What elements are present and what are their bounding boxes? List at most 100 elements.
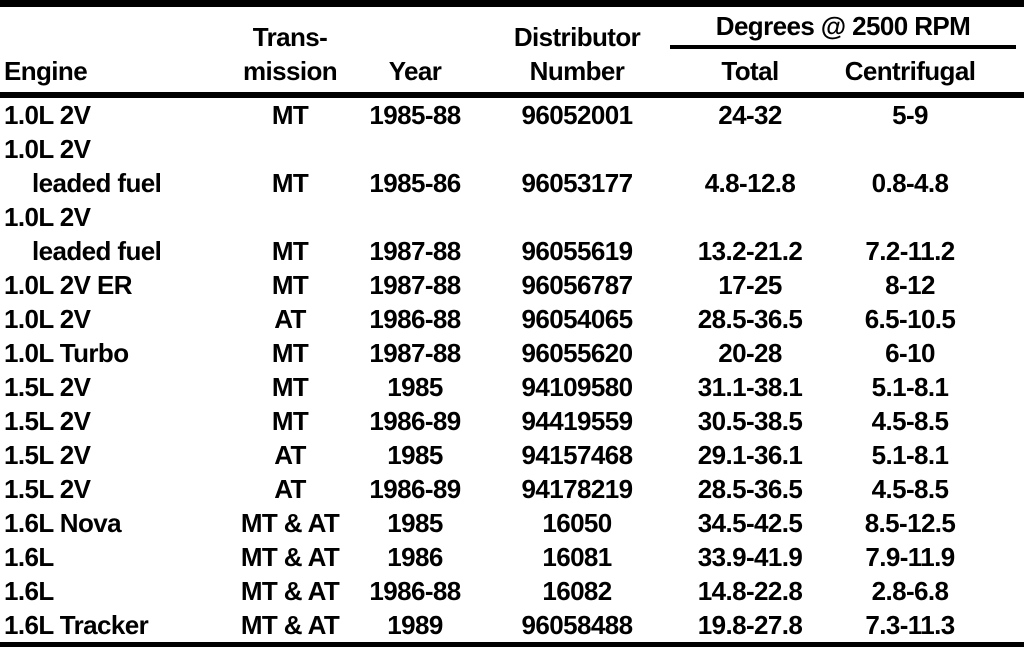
table-row: 1.0L 2V ER MT 1987-88 96056787 17-25 8-1… — [0, 268, 1024, 302]
cell-centrifugal-degrees: 4.5-8.5 — [871, 473, 949, 504]
cell-distributor-number: 96054065 — [521, 303, 633, 334]
cell-engine: 1.0L 2V — [0, 302, 220, 336]
cell-year: 1987-88 — [369, 235, 461, 266]
table-row: 1.0L 2V MT 1985-88 96052001 24-32 5-9 — [0, 95, 1024, 132]
engine-name: 1.5L 2V — [4, 473, 91, 504]
column-header-engine-spacer — [0, 4, 220, 54]
table-row: 1.0L 2V leaded fuel MT 1987-88 96055619 … — [0, 200, 1024, 268]
engine-fuel-note: leaded fuel — [32, 167, 162, 198]
column-group-header-degrees: Degrees @ 2500 RPM — [670, 4, 1024, 54]
cell-year: 1987-88 — [369, 337, 461, 368]
engine-name: 1.5L 2V — [4, 405, 91, 436]
table-row: 1.0L 2V leaded fuel MT 1985-86 96053177 … — [0, 132, 1024, 200]
cell-transmission: MT & AT — [240, 541, 340, 572]
cell-transmission: MT & AT — [240, 507, 340, 538]
cell-total-degrees: 33.9-41.9 — [697, 541, 803, 572]
engine-name: 1.6L Nova — [4, 507, 122, 538]
engine-name: 1.0L 2V ER — [4, 269, 133, 300]
engine-name: 1.5L 2V — [4, 371, 91, 402]
cell-total-degrees: 29.1-36.1 — [697, 439, 803, 470]
table-row: 1.6L MT & AT 1986-88 16082 14.8-22.8 2.8… — [0, 574, 1024, 608]
engine-name: 1.6L — [4, 575, 54, 606]
column-header-year-spacer — [360, 4, 470, 54]
column-header-centrifugal: Centrifugal — [844, 55, 976, 86]
table-row: 1.5L 2V MT 1986-89 94419559 30.5-38.5 4.… — [0, 404, 1024, 438]
cell-year: 1986-88 — [369, 575, 461, 606]
cell-year: 1985 — [387, 371, 443, 402]
cell-year: 1985 — [387, 507, 443, 538]
cell-total-degrees: 17-25 — [718, 269, 782, 300]
column-header-distributor-line1: Distributor — [513, 21, 641, 52]
cell-year: 1986-89 — [369, 473, 461, 504]
cell-distributor-number: 16050 — [542, 507, 612, 538]
cell-centrifugal-degrees: 7.9-11.9 — [865, 541, 955, 572]
cell-transmission: MT — [271, 167, 309, 198]
cell-engine: 1.0L 2V leaded fuel — [0, 132, 220, 200]
cell-total-degrees: 20-28 — [718, 337, 782, 368]
cell-engine: 1.6L Tracker — [0, 608, 220, 645]
engine-name: 1.0L 2V — [4, 99, 91, 130]
column-header-transmission-line2: mission — [242, 55, 338, 86]
cell-centrifugal-degrees: 2.8-6.8 — [871, 575, 949, 606]
cell-engine: 1.5L 2V — [0, 370, 220, 404]
cell-total-degrees: 31.1-38.1 — [697, 371, 803, 402]
engine-name: 1.0L 2V — [4, 201, 91, 232]
table-row: 1.5L 2V MT 1985 94109580 31.1-38.1 5.1-8… — [0, 370, 1024, 404]
cell-distributor-number: 16081 — [542, 541, 612, 572]
cell-distributor-number: 94157468 — [521, 439, 633, 470]
column-header-engine: Engine — [4, 55, 88, 86]
cell-total-degrees: 24-32 — [718, 99, 782, 130]
cell-distributor-number: 96053177 — [521, 167, 633, 198]
cell-distributor-number: 16082 — [542, 575, 612, 606]
cell-distributor-number: 96056787 — [521, 269, 633, 300]
column-header-total: Total — [721, 55, 779, 86]
engine-name: 1.0L Turbo — [4, 337, 129, 368]
cell-year: 1985-88 — [369, 99, 461, 130]
engine-name: 1.6L Tracker — [4, 609, 149, 640]
header-row-upper: Trans- Distributor Degrees @ 2500 RPM — [0, 4, 1024, 54]
cell-year: 1985-86 — [369, 167, 461, 198]
cell-year: 1985 — [387, 439, 443, 470]
cell-engine: 1.5L 2V — [0, 404, 220, 438]
cell-centrifugal-degrees: 6.5-10.5 — [864, 303, 956, 334]
cell-transmission: AT — [274, 473, 306, 504]
cell-total-degrees: 30.5-38.5 — [697, 405, 803, 436]
cell-engine: 1.6L Nova — [0, 506, 220, 540]
cell-total-degrees: 4.8-12.8 — [704, 167, 796, 198]
cell-engine: 1.0L 2V — [0, 95, 220, 132]
table-body: 1.0L 2V MT 1985-88 96052001 24-32 5-9 1.… — [0, 95, 1024, 645]
cell-centrifugal-degrees: 6-10 — [885, 337, 935, 368]
engine-name: 1.0L 2V — [4, 133, 91, 164]
cell-centrifugal-degrees: 7.3-11.3 — [865, 609, 955, 640]
table-row: 1.6L Tracker MT & AT 1989 96058488 19.8-… — [0, 608, 1024, 645]
cell-distributor-number: 94419559 — [521, 405, 633, 436]
cell-engine: 1.0L 2V ER — [0, 268, 220, 302]
table-row: 1.0L 2V AT 1986-88 96054065 28.5-36.5 6.… — [0, 302, 1024, 336]
cell-centrifugal-degrees: 4.5-8.5 — [871, 405, 949, 436]
column-header-transmission-line1: Trans- — [252, 21, 328, 52]
cell-centrifugal-degrees: 5-9 — [892, 99, 928, 130]
cell-year: 1986-88 — [369, 303, 461, 334]
engine-fuel-note: leaded fuel — [32, 235, 162, 266]
column-header-year: Year — [388, 55, 442, 86]
table-header: Trans- Distributor Degrees @ 2500 RPM En… — [0, 4, 1024, 95]
cell-engine: 1.5L 2V — [0, 472, 220, 506]
cell-year: 1986 — [387, 541, 443, 572]
cell-total-degrees: 28.5-36.5 — [697, 473, 803, 504]
cell-transmission: MT — [271, 269, 309, 300]
cell-transmission: MT — [271, 371, 309, 402]
cell-centrifugal-degrees: 0.8-4.8 — [871, 167, 949, 198]
cell-distributor-number: 96058488 — [521, 609, 633, 640]
cell-total-degrees: 34.5-42.5 — [697, 507, 803, 538]
cell-centrifugal-degrees: 8-12 — [885, 269, 935, 300]
cell-transmission: MT — [271, 405, 309, 436]
cell-year: 1986-89 — [369, 405, 461, 436]
table-row: 1.5L 2V AT 1986-89 94178219 28.5-36.5 4.… — [0, 472, 1024, 506]
cell-distributor-number: 96055620 — [521, 337, 633, 368]
cell-engine: 1.0L 2V leaded fuel — [0, 200, 220, 268]
cell-engine: 1.6L — [0, 574, 220, 608]
cell-total-degrees: 14.8-22.8 — [697, 575, 803, 606]
header-row-lower: Engine mission Year Number Total Centrif… — [0, 54, 1024, 95]
cell-engine: 1.6L — [0, 540, 220, 574]
